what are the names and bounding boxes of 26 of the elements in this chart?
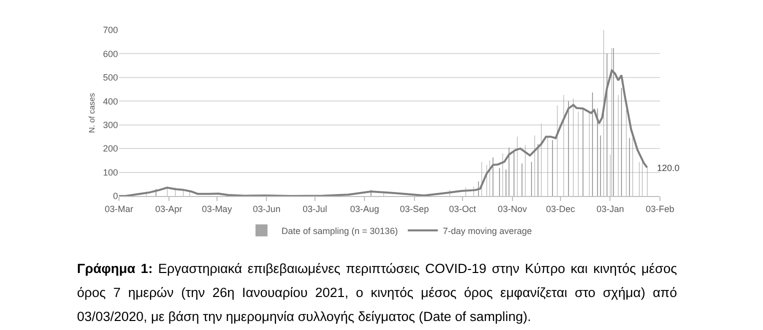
y-tick-label: 400 (102, 96, 118, 106)
x-tick-label: 03-Mar (104, 204, 134, 214)
x-tick-label: 03-Nov (498, 204, 528, 214)
x-tick-label: 03-Feb (646, 204, 674, 214)
y-tick-label: 100 (102, 167, 118, 178)
legend-label: Date of sampling (n = 30136) (282, 226, 398, 236)
y-tick-label: 200 (102, 144, 118, 154)
y-tick-label: 600 (102, 48, 118, 59)
text: Γράφημα 1: Εργαστηριακά επιβεβαιωμένες περιπτώσεις COVID-19 στην Κύπρο και κινητός μέσος όρος 7 ημερών (την 26η Ιανουαρίου 2021, ο κινητός μέσος όρος εμφανίζεται στο σχήμα) από 03/03/2020, με βάση την ημερομηνία συλλογής δείγματος (Date of sampling). (77, 261, 677, 324)
x-tick-label: 03-Jul (302, 204, 328, 214)
annotation: 120.0 (657, 163, 680, 173)
x-tick-label: 03-Jan (596, 204, 624, 214)
x-tick-label: 03-Dec (546, 204, 576, 214)
x-tick-label: 03-Sep (400, 204, 429, 214)
x-tick-label: 03-Aug (350, 204, 380, 214)
x-tick-label: 03-May (202, 204, 232, 214)
legend-label: 7-day moving average (442, 226, 532, 236)
x-tick-label: 03-Oct (449, 204, 477, 214)
y-tick-label: 300 (102, 120, 118, 130)
x-tick-label: 03-Jun (252, 204, 280, 214)
line-series (119, 70, 648, 196)
y-axis-title: N. of cases (88, 92, 97, 134)
y-tick-label: 700 (102, 25, 118, 36)
x-tick-label: 03-Apr (155, 204, 182, 214)
y-tick-label: 0 (112, 191, 118, 202)
y-tick-label: 500 (102, 72, 118, 83)
